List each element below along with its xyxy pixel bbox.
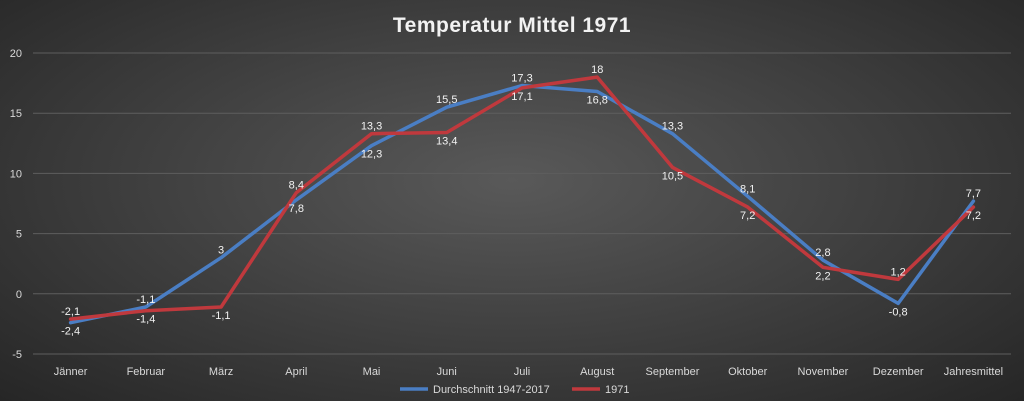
- x-axis-ticks: Jänner Februar März April Mai Juni Juli August S…: [54, 366, 1003, 378]
- data-label: -2,1: [61, 306, 80, 318]
- x-tick-label: Mai: [363, 366, 381, 378]
- data-label: 7,7: [966, 188, 981, 200]
- y-tick-label: 20: [10, 48, 22, 60]
- y-tick-label: 10: [10, 168, 22, 180]
- x-tick-label: März: [209, 366, 233, 378]
- data-label: 12,3: [361, 149, 382, 161]
- x-tick-label: Dezember: [873, 366, 924, 378]
- data-label: 3: [218, 245, 224, 257]
- legend-entry-label: Durchschnitt 1947-2017: [433, 384, 550, 396]
- x-tick-label: Februar: [127, 366, 166, 378]
- data-label: 7,8: [289, 203, 304, 215]
- y-tick-label: -5: [12, 349, 22, 361]
- data-label: 13,3: [361, 121, 382, 133]
- x-tick-label: Jänner: [54, 366, 88, 378]
- x-tick-label: April: [285, 366, 307, 378]
- x-tick-label: Jahresmittel: [944, 366, 1003, 378]
- data-label: 8,1: [740, 183, 755, 195]
- data-label: 13,4: [436, 135, 457, 147]
- data-labels: -2,4 -1,1 3 7,8 12,3 15,5 17,3 16,8 13,3 8,1 2,8 -0…: [61, 64, 981, 338]
- data-label: 2,8: [815, 247, 830, 259]
- y-tick-label: 15: [10, 108, 22, 120]
- data-label: -1,1: [136, 294, 155, 306]
- data-label: 18: [591, 64, 603, 76]
- data-label: -0,8: [889, 306, 908, 318]
- data-label: 7,2: [740, 210, 755, 222]
- x-tick-label: August: [580, 366, 614, 378]
- y-axis-ticks: -5 0 5 10 15 20: [10, 48, 22, 361]
- data-label: 16,8: [587, 95, 608, 107]
- legend-entry-label: 1971: [605, 384, 629, 396]
- y-tick-label: 0: [16, 289, 22, 301]
- data-label: 2,2: [815, 270, 830, 282]
- data-label: 17,1: [511, 91, 532, 103]
- data-label: 1,2: [891, 266, 906, 278]
- series-lines: [68, 75, 976, 325]
- data-label: 13,3: [662, 121, 683, 133]
- series-line-1: [68, 75, 976, 321]
- data-label: 8,4: [289, 180, 304, 192]
- data-label: -1,4: [136, 314, 155, 326]
- legend: Durchschnitt 1947-2017 1971: [400, 384, 629, 396]
- x-tick-label: September: [646, 366, 700, 378]
- x-tick-label: Juli: [514, 366, 531, 378]
- data-label: -1,1: [212, 310, 231, 322]
- x-tick-label: Oktober: [728, 366, 767, 378]
- gridlines: [33, 52, 1011, 355]
- data-label: 15,5: [436, 94, 457, 106]
- chart-title: Temperatur Mittel 1971: [393, 14, 631, 37]
- y-tick-label: 5: [16, 229, 22, 241]
- x-tick-label: Juni: [437, 366, 457, 378]
- data-label: 17,3: [511, 73, 532, 85]
- series-line-0: [68, 83, 976, 325]
- x-tick-label: November: [798, 366, 849, 378]
- data-label: -2,4: [61, 326, 80, 338]
- data-label: 7,2: [966, 210, 981, 222]
- data-label: 10,5: [662, 170, 683, 182]
